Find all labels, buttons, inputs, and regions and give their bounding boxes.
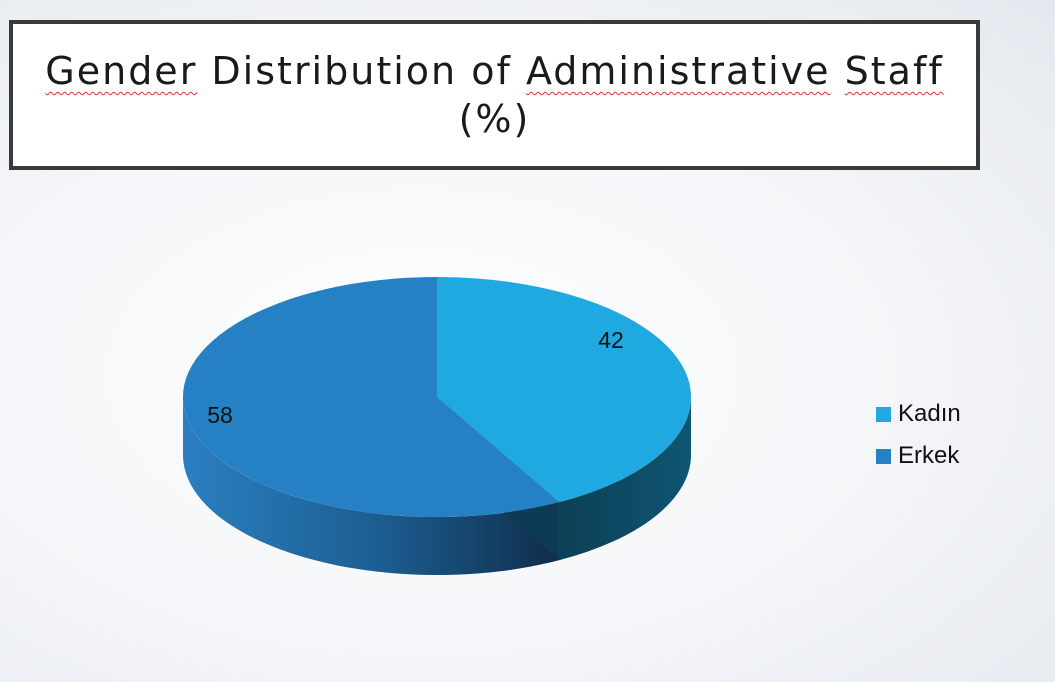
title-word-5: Staff [844,49,944,93]
data-label-erkek: 58 [207,402,233,428]
chart-title-box: Gender Distribution of Administrative St… [9,20,980,170]
legend-label-kadin: Kadın [898,400,961,427]
title-word-4: Administrative [525,49,831,93]
title-word-2: Distribution [211,49,458,93]
slice-erkek [183,277,560,517]
title-word-1: Gender [45,49,198,93]
legend-swatch-kadin [876,406,891,422]
chart-title-line-1: Gender Distribution of Administrative St… [45,47,943,95]
legend-item-kadin: Kadın [876,393,961,435]
slice-side-erkek [182,397,560,575]
chart-title-line-2: (%) [458,97,531,141]
slice-kadin [437,277,692,503]
legend-item-erkek: Erkek [876,435,961,477]
slice-side-kadin [559,397,691,561]
data-label-kadin: 42 [598,327,624,353]
title-word-3: of [471,49,512,93]
chart-legend: Kadın Erkek [876,393,961,477]
legend-swatch-erkek [876,448,891,464]
legend-label-erkek: Erkek [898,442,960,469]
